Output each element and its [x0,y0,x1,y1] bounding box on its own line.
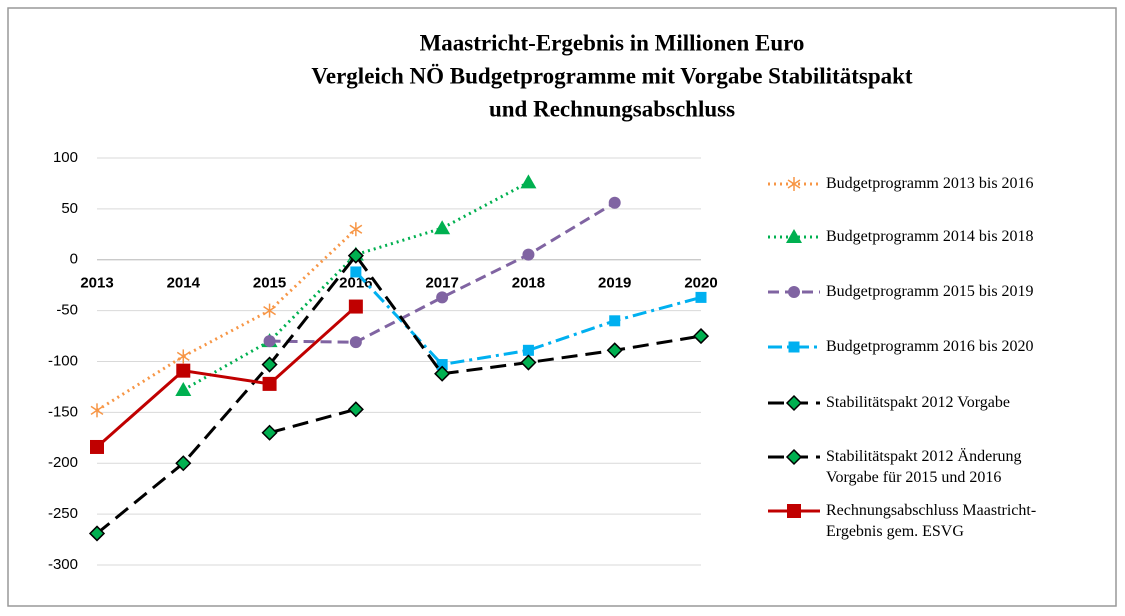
legend-key [768,394,820,412]
x-tick-label: 2017 [425,275,458,292]
marker [522,248,535,261]
legend-label: Budgetprogramm 2016 bis 2020 [826,338,1034,355]
x-tick-label: 2019 [598,275,631,292]
series-line [269,201,616,344]
legend-label: Budgetprogramm 2014 bis 2018 [826,228,1034,245]
series-line [354,270,702,367]
marker [695,291,707,303]
chart-title: Maastricht-Ergebnis in Millionen Euro [420,30,805,55]
marker [350,266,362,278]
chart-title: und Rechnungsabschluss [489,96,735,121]
marker [176,363,191,378]
x-tick-label: 2018 [512,275,545,292]
marker [608,196,621,209]
marker [349,222,363,237]
marker [606,342,623,359]
marker [263,335,276,348]
legend-key [768,229,820,243]
marker [175,455,192,472]
marker-stroke [263,306,276,316]
marker [787,177,801,191]
marker [347,401,364,418]
y-tick-label: -150 [48,403,78,420]
marker [788,286,800,298]
legend-label: Budgetprogramm 2013 bis 2016 [826,175,1034,192]
legend-key [768,177,820,191]
marker [90,403,104,418]
marker [263,303,276,318]
marker [436,291,449,304]
legend-label: Budgetprogramm 2015 bis 2019 [826,283,1034,300]
marker [787,504,801,518]
series-line [96,228,357,412]
marker [90,439,104,454]
y-tick-label: 0 [70,251,78,268]
marker-stroke [176,351,190,362]
marker [262,376,277,391]
marker-stroke [90,405,104,415]
marker [434,365,451,382]
marker [785,448,803,466]
series-line [269,407,357,435]
marker [522,344,534,356]
marker [176,349,190,364]
x-tick-label: 2020 [684,275,717,292]
marker [692,328,710,345]
marker [609,315,621,327]
x-tick-label: 2013 [80,275,113,292]
chart-title: Vergleich NÖ Budgetprogramme mit Vorgabe… [311,63,913,88]
y-tick-label: 50 [61,200,78,217]
y-tick-label: -100 [48,352,78,369]
marker [520,354,537,371]
marker [347,247,364,264]
marker [349,336,362,349]
y-tick-label: -50 [56,302,78,319]
y-tick-label: 100 [53,149,78,166]
y-tick-label: -250 [48,505,78,522]
frame [7,7,1117,607]
legend-key [768,341,820,353]
series-line [182,181,530,392]
marker [786,229,802,243]
y-tick-label: -300 [48,556,78,573]
x-tick-label: 2014 [167,275,201,292]
legend-label: Stabilitätspakt 2012 Vorgabe [826,394,1010,411]
marker [436,359,448,371]
legend-label: Stabilitätspakt 2012 Änderung Vorgabe fü… [826,448,1022,486]
legend-key [768,504,820,518]
legend-key [768,286,820,298]
x-tick-label: 2015 [253,275,286,292]
marker [175,381,192,396]
marker-stroke [787,179,801,189]
series-line [96,305,357,449]
marker [88,525,106,542]
legend-key [768,448,820,466]
marker [348,299,363,314]
y-tick-label: -200 [48,454,78,471]
marker [788,341,800,353]
marker [520,174,537,189]
marker [785,394,803,412]
marker [261,356,278,373]
series-line [96,253,702,535]
marker-stroke [349,224,363,234]
marker [434,220,451,235]
marker [261,424,278,441]
legend-label: Rechnungsabschluss Maastricht-Ergebnis g… [826,502,1037,540]
